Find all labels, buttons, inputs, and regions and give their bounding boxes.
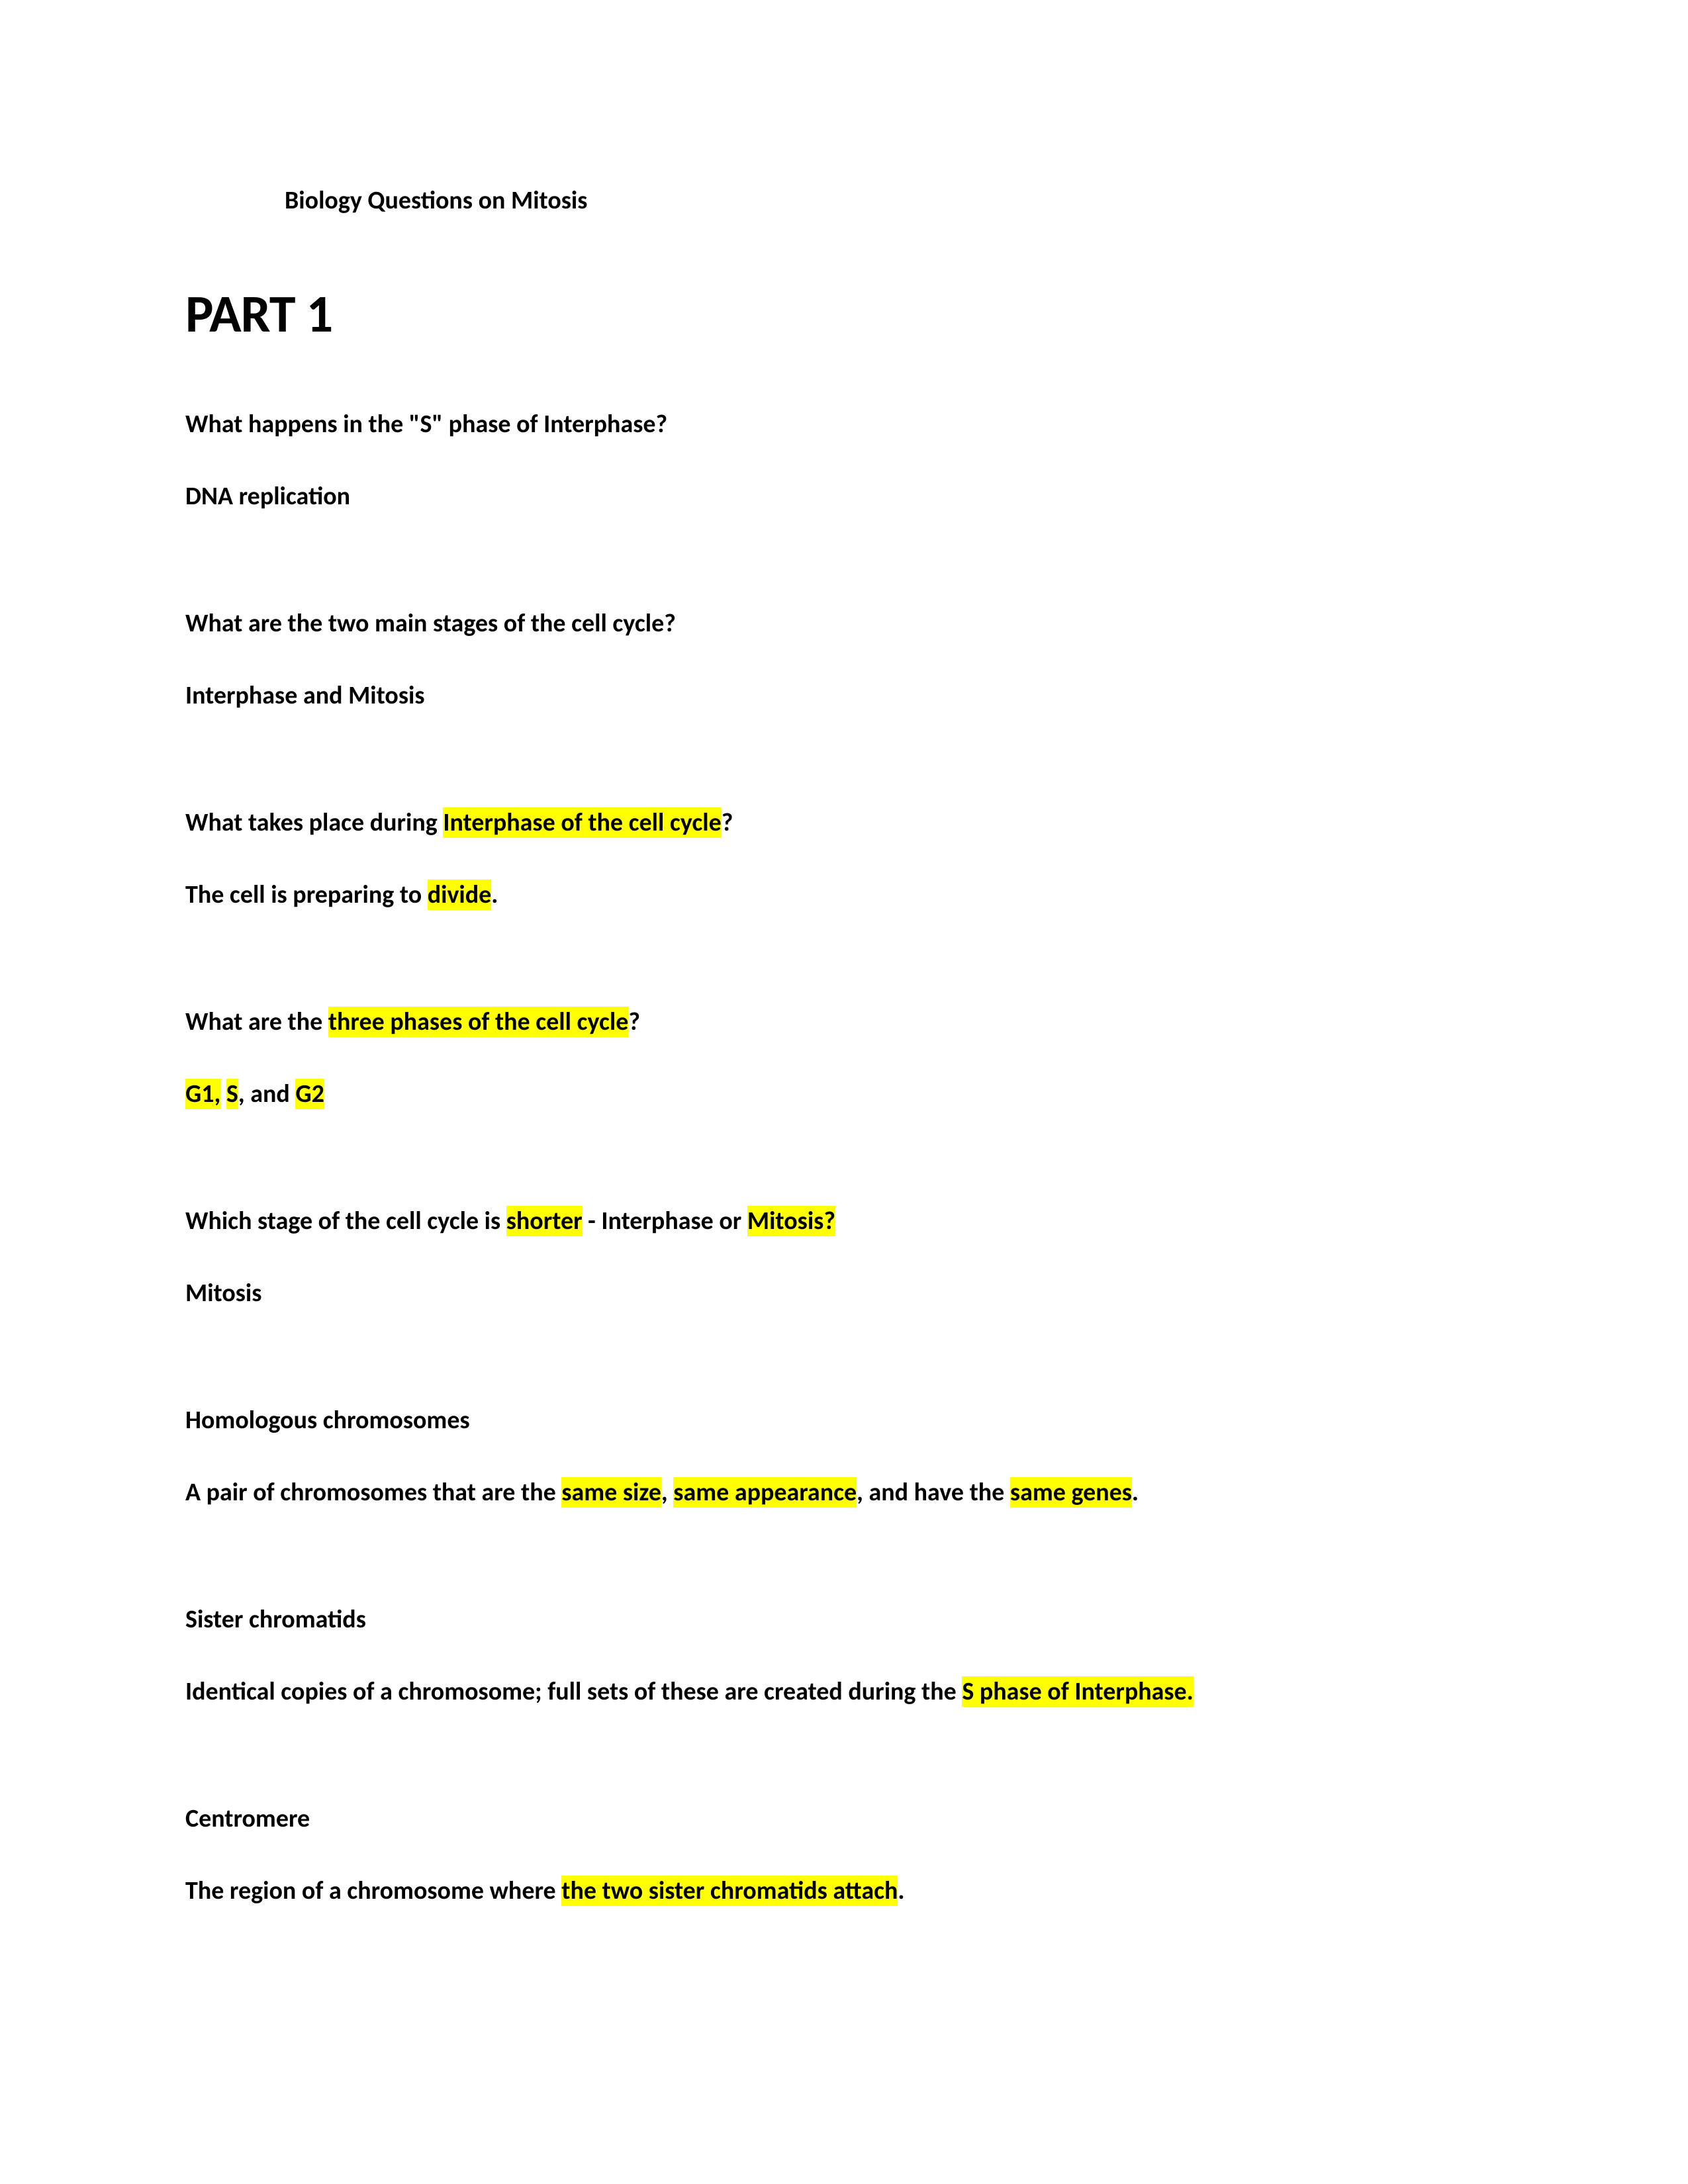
qa-block: Homologous chromosomes A pair of chromoso…: [185, 1402, 1503, 1512]
text-segment: .: [491, 880, 498, 910]
answer-line: The cell is preparing to divide.: [185, 876, 1503, 914]
content-area: What happens in the "S" phase of Interph…: [185, 406, 1503, 1910]
qa-block: Sister chromatids Identical copies of a c…: [185, 1601, 1503, 1711]
text-segment: ?: [628, 1007, 640, 1037]
text-segment: DNA replication: [185, 481, 350, 512]
text-segment: Mitosis: [185, 1278, 261, 1308]
qa-block: What happens in the "S" phase of Interph…: [185, 406, 1503, 516]
highlighted-text: G2: [295, 1079, 324, 1109]
question-line: Sister chromatids: [185, 1601, 1503, 1639]
highlighted-text: the two sister chromatids attach: [561, 1876, 898, 1906]
answer-line: A pair of chromosomes that are the same …: [185, 1474, 1503, 1512]
highlighted-text: same appearance: [673, 1477, 857, 1508]
question-line: Which stage of the cell cycle is shorter…: [185, 1203, 1503, 1240]
text-segment: ?: [722, 807, 733, 838]
highlighted-text: shorter: [506, 1206, 583, 1236]
highlighted-text: three phases of the cell cycle: [328, 1007, 628, 1037]
highlighted-text: G1,: [185, 1079, 220, 1109]
highlighted-text: Mitosis?: [747, 1206, 835, 1236]
answer-line: Mitosis: [185, 1275, 1503, 1312]
highlighted-text: divide: [428, 880, 492, 910]
qa-block: Which stage of the cell cycle is shorter…: [185, 1203, 1503, 1312]
text-segment: Which stage of the cell cycle is: [185, 1206, 506, 1236]
qa-block: What takes place during Interphase of th…: [185, 804, 1503, 914]
text-segment: What takes place during: [185, 807, 443, 838]
text-segment: Homologous chromosomes: [185, 1405, 470, 1435]
text-segment: What are the: [185, 1007, 328, 1037]
highlighted-text: Interphase of the cell cycle: [443, 807, 721, 838]
highlighted-text: S phase of Interphase.: [962, 1676, 1194, 1707]
text-segment: , and have the: [857, 1477, 1010, 1508]
answer-line: Identical copies of a chromosome; full s…: [185, 1673, 1503, 1711]
question-line: Homologous chromosomes: [185, 1402, 1503, 1439]
highlighted-text: S: [226, 1079, 238, 1109]
text-segment: , and: [238, 1079, 296, 1109]
text-segment: - Interphase or: [583, 1206, 747, 1236]
question-line: What takes place during Interphase of th…: [185, 804, 1503, 842]
question-line: Centromere: [185, 1800, 1503, 1838]
text-segment: ,: [661, 1477, 673, 1508]
question-line: What happens in the "S" phase of Interph…: [185, 406, 1503, 443]
qa-block: What are the three phases of the cell cy…: [185, 1003, 1503, 1113]
highlighted-text: same size: [561, 1477, 661, 1508]
answer-line: Interphase and Mitosis: [185, 677, 1503, 715]
qa-block: What are the two main stages of the cell…: [185, 605, 1503, 715]
text-segment: What are the two main stages of the cell…: [185, 608, 676, 639]
text-segment: Sister chromatids: [185, 1604, 366, 1635]
qa-block: Centromere The region of a chromosome whe…: [185, 1800, 1503, 1910]
document-title: Biology Questions on Mitosis: [285, 185, 1503, 216]
text-segment: Centromere: [185, 1803, 310, 1834]
text-segment: A pair of chromosomes that are the: [185, 1477, 561, 1508]
highlighted-text: same genes: [1010, 1477, 1132, 1508]
text-segment: The region of a chromosome where: [185, 1876, 561, 1906]
text-segment: [220, 1079, 226, 1109]
part-heading: PART 1: [185, 282, 1503, 346]
answer-line: DNA replication: [185, 478, 1503, 516]
text-segment: Identical copies of a chromosome; full s…: [185, 1676, 962, 1707]
answer-line: G1, S, and G2: [185, 1075, 1503, 1113]
answer-line: The region of a chromosome where the two…: [185, 1872, 1503, 1910]
text-segment: Interphase and Mitosis: [185, 680, 425, 711]
question-line: What are the two main stages of the cell…: [185, 605, 1503, 643]
question-line: What are the three phases of the cell cy…: [185, 1003, 1503, 1041]
text-segment: .: [1132, 1477, 1139, 1508]
text-segment: What happens in the "S" phase of Interph…: [185, 409, 667, 439]
text-segment: .: [898, 1876, 904, 1906]
text-segment: The cell is preparing to: [185, 880, 428, 910]
